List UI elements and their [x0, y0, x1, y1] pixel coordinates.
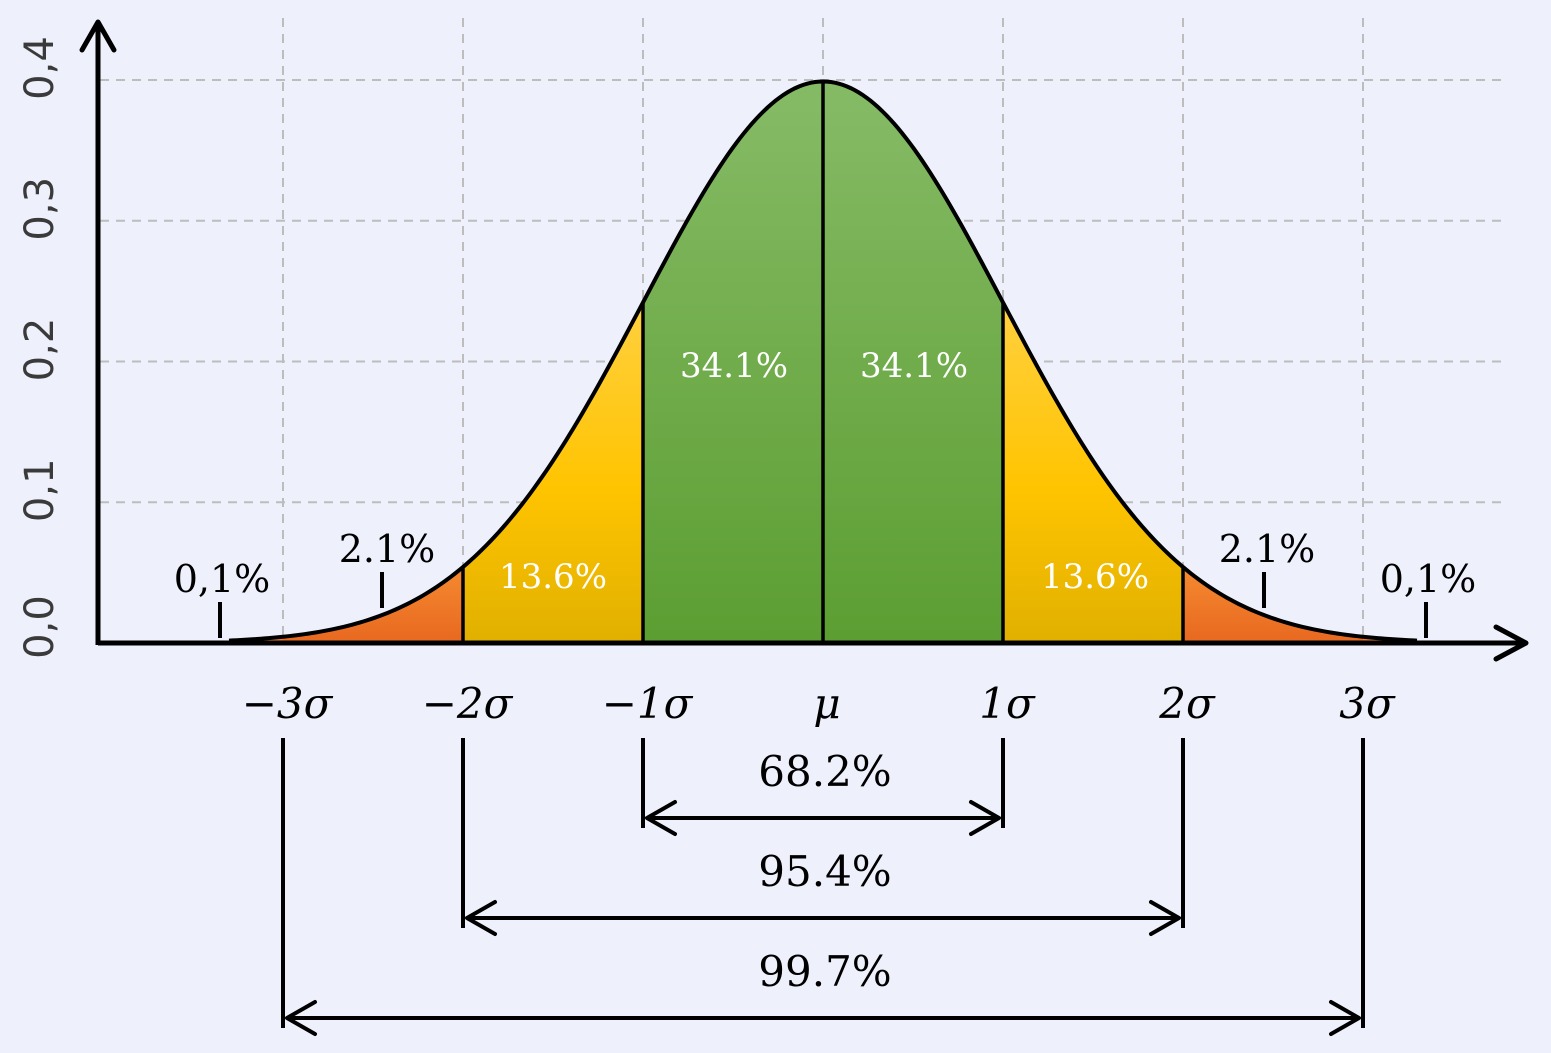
- range-label: 68.2%: [758, 747, 891, 796]
- x-tick-label: 3σ: [1339, 679, 1396, 728]
- band-label-outside: 2.1%: [1219, 527, 1316, 571]
- y-tick-label: 0,1: [17, 458, 63, 522]
- density-curve-group: [228, 79, 1418, 643]
- range-arrowhead-left: [285, 1000, 317, 1036]
- x-tick-label: −3σ: [242, 679, 334, 728]
- x-tick-label: −1σ: [602, 679, 694, 728]
- y-tick-labels: 0,0 0,1 0,2 0,3 0,4: [17, 36, 63, 659]
- density-curve: [228, 79, 1418, 643]
- range-arrowhead-left: [645, 800, 677, 836]
- range-arrowhead-left: [465, 900, 497, 936]
- tail-label: 0,1%: [174, 557, 271, 601]
- range-arrowhead-right: [1149, 900, 1181, 936]
- tail-label: 0,1%: [1380, 557, 1477, 601]
- coverage-ranges: 68.2% 95.4% 99.7%: [281, 738, 1365, 1036]
- band-area-5: [1183, 567, 1363, 643]
- range-label: 99.7%: [758, 947, 891, 996]
- x-tick-labels: −3σ −2σ −1σ μ 1σ 2σ 3σ: [242, 679, 1396, 728]
- y-axis-arrowhead: [79, 19, 117, 53]
- x-tick-label: −2σ: [422, 679, 514, 728]
- y-tick-label: 0,4: [17, 36, 63, 100]
- x-tick-label: μ: [813, 679, 840, 728]
- band-labels: 2.1% 13.6% 34.1% 34.1% 13.6% 2.1% 0,1% 0,1%: [174, 346, 1477, 638]
- band-label-outside: 2.1%: [339, 527, 436, 571]
- axes: [79, 19, 1529, 662]
- x-axis-arrowhead: [1493, 624, 1529, 662]
- x-tick-label: 1σ: [979, 679, 1036, 728]
- range-arrowhead-right: [1329, 1000, 1361, 1036]
- band-label-inside: 34.1%: [860, 346, 968, 386]
- band-label-inside: 34.1%: [680, 346, 788, 386]
- range-label: 95.4%: [758, 847, 891, 896]
- x-tick-label: 2σ: [1158, 679, 1216, 728]
- band-label-inside: 13.6%: [1041, 557, 1149, 597]
- band-area-0: [283, 567, 463, 643]
- y-tick-label: 0,3: [17, 177, 63, 241]
- band-dividers: [461, 81, 1185, 643]
- y-tick-label: 0,2: [17, 318, 63, 382]
- band-label-inside: 13.6%: [499, 557, 607, 597]
- y-tick-label: 0,0: [17, 595, 63, 659]
- range-arrowhead-right: [969, 800, 1001, 836]
